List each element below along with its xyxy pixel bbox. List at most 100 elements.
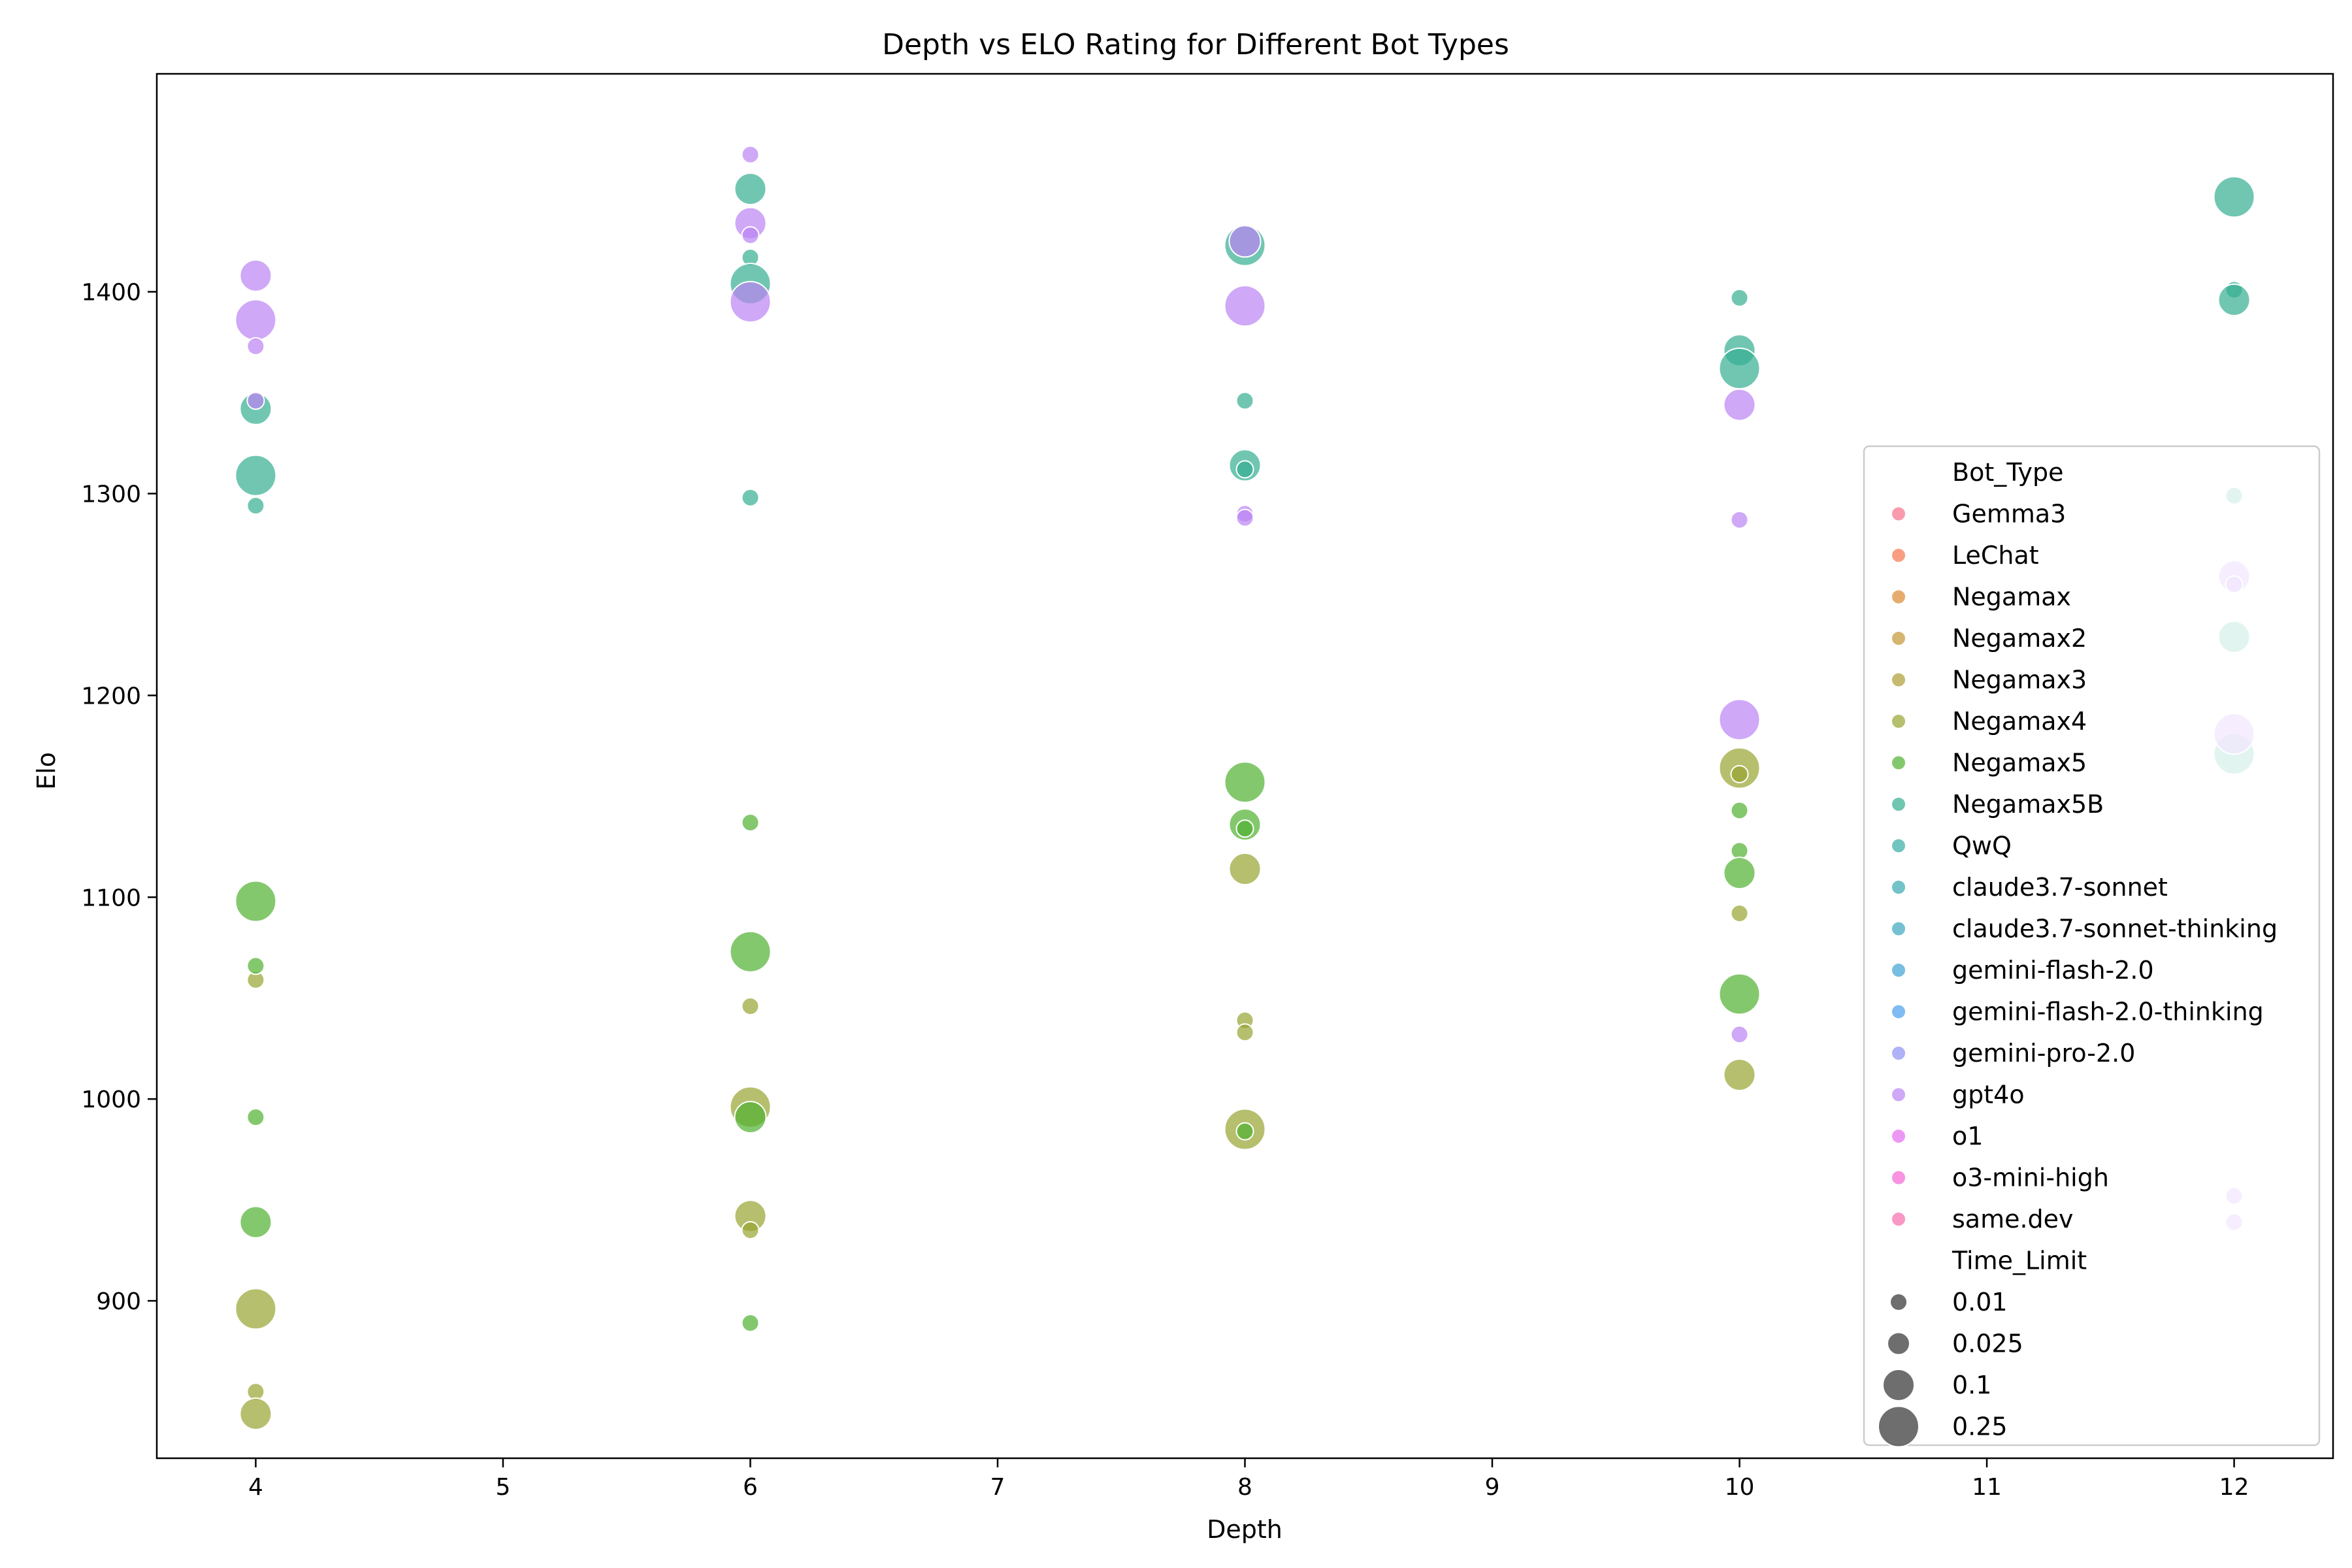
point-negamax4 — [235, 1288, 277, 1330]
point-negamax5 — [1723, 857, 1756, 890]
point-gpt4o — [1730, 1025, 1749, 1044]
legend-label-claude3-7-sonnet-thinking: claude3.7-sonnet-thinking — [1952, 915, 2278, 943]
legend-label-gemini-pro-2-0: gemini-pro-2.0 — [1952, 1039, 2135, 1068]
legend-label-gemini-flash-2-0-thinking: gemini-flash-2.0-thinking — [1952, 998, 2264, 1026]
x-axis-label: Depth — [1207, 1515, 1282, 1544]
x-axis: 4 5 6 7 8 9 10 11 12 — [248, 1458, 2249, 1501]
legend-label-negamax5: Negamax5 — [1952, 749, 2087, 777]
point-negamax4 — [239, 1397, 272, 1430]
point-gpt4o — [741, 145, 760, 164]
y-tick-label: 1100 — [81, 885, 141, 911]
legend-marker-qwq — [1891, 838, 1906, 854]
point-negamax5b — [1235, 391, 1254, 410]
point-negamax5 — [1730, 801, 1749, 820]
legend-size-marker — [1887, 1331, 1910, 1356]
x-tick-label: 10 — [1725, 1474, 1755, 1501]
legend-label-negamax5b: Negamax5B — [1952, 790, 2104, 819]
legend-label-negamax4: Negamax4 — [1952, 707, 2087, 736]
point-gpt4o — [235, 299, 277, 341]
legend-marker-gpt4o — [1891, 1086, 1906, 1103]
legend-label-gpt4o: gpt4o — [1952, 1081, 2025, 1109]
legend-marker-o3-mini-high — [1891, 1169, 1906, 1186]
x-tick-label: 11 — [1972, 1474, 2002, 1501]
legend-marker-negamax2 — [1891, 630, 1906, 646]
legend-size-label: 0.1 — [1952, 1371, 1991, 1399]
legend-box — [1863, 445, 2321, 1446]
legend-marker-gemini-flash-2-0 — [1891, 962, 1906, 978]
point-negamax5b — [2213, 176, 2255, 218]
legend-marker-gemini-pro-2-0 — [1891, 1045, 1906, 1061]
x-tick-label: 12 — [2219, 1474, 2249, 1501]
legend-label-negamax: Negamax — [1952, 583, 2071, 612]
point-gpt4o — [741, 226, 760, 245]
point-negamax5b — [235, 454, 277, 497]
point-gpt4o — [1235, 508, 1254, 527]
x-tick-label: 4 — [248, 1474, 263, 1501]
point-negamax5b — [1235, 460, 1254, 479]
x-tick-label: 5 — [495, 1474, 510, 1501]
y-tick-label: 1200 — [81, 683, 141, 710]
legend-size-label: 0.01 — [1952, 1288, 2008, 1316]
point-negamax4 — [1235, 1023, 1254, 1042]
legend-label-o3-mini-high: o3-mini-high — [1952, 1164, 2109, 1192]
chart-title: Depth vs ELO Rating for Different Bot Ty… — [882, 28, 1509, 61]
x-tick-label: 9 — [1485, 1474, 1500, 1501]
point-gpt4o — [1730, 510, 1749, 529]
point-negamax5b — [1730, 288, 1749, 307]
point-negamax4 — [1730, 904, 1749, 923]
point-gpt4o — [1723, 388, 1756, 421]
point-gpt4o — [246, 391, 265, 410]
legend-size-marker — [1882, 1369, 1915, 1401]
y-tick-label: 1000 — [81, 1086, 141, 1113]
point-negamax5b — [741, 488, 760, 507]
legend-label-negamax3: Negamax3 — [1952, 666, 2087, 694]
legend-label-lechat: LeChat — [1952, 541, 2039, 570]
y-tick-label: 1400 — [81, 280, 141, 306]
point-negamax5b — [2217, 284, 2251, 316]
point-negamax5 — [246, 1108, 265, 1126]
point-negamax5 — [239, 1205, 272, 1239]
y-tick-label: 1300 — [81, 481, 141, 508]
point-negamax4 — [1228, 853, 1262, 885]
legend-hue-title: Bot_Type — [1952, 458, 2064, 487]
point-negamax4 — [741, 997, 760, 1016]
legend-label-same-dev: same.dev — [1952, 1205, 2074, 1233]
legend-marker-gemini-flash-2-0-thinking — [1891, 1004, 1906, 1020]
y-tick-label: 900 — [96, 1288, 141, 1315]
legend-marker-negamax5 — [1891, 755, 1906, 771]
legend-label-negamax2: Negamax2 — [1952, 624, 2087, 653]
legend-size-marker — [1878, 1405, 1919, 1448]
legend-marker-same-dev — [1891, 1211, 1906, 1227]
point-negamax5 — [1235, 819, 1254, 838]
point-negamax5 — [1718, 973, 1761, 1015]
point-gpt4o — [1718, 698, 1761, 741]
legend-size-marker — [1889, 1293, 1908, 1311]
point-gpt4o — [1228, 225, 1262, 258]
point-negamax5 — [1235, 1122, 1254, 1141]
point-gpt4o — [239, 259, 272, 292]
point-negamax5 — [1224, 761, 1266, 804]
x-tick-label: 8 — [1237, 1474, 1252, 1501]
legend-label-gemini-flash-2-0: gemini-flash-2.0 — [1952, 956, 2154, 985]
point-negamax5 — [729, 930, 772, 973]
point-negamax5 — [235, 880, 277, 923]
legend-label-qwq: QwQ — [1952, 832, 2012, 860]
legend-marker-negamax4 — [1891, 713, 1906, 729]
y-axis-label: Elo — [32, 752, 61, 790]
point-gpt4o — [1224, 285, 1266, 327]
y-axis: 900 1000 1100 1200 1300 1400 — [81, 280, 157, 1315]
legend-marker-gemma3 — [1891, 506, 1906, 522]
legend-marker-o1 — [1891, 1128, 1906, 1144]
point-negamax5 — [734, 1101, 767, 1134]
point-negamax5 — [246, 956, 265, 975]
legend-marker-claude3-7-sonnet-thinking — [1891, 921, 1906, 937]
legend-label-o1: o1 — [1952, 1122, 1983, 1151]
point-negamax4 — [1730, 764, 1749, 783]
legend-size-title: Time_Limit — [1952, 1247, 2087, 1275]
legend-marker-claude3-7-sonnet — [1891, 879, 1906, 895]
legend-label-gemma3: Gemma3 — [1952, 500, 2066, 529]
point-gpt4o — [246, 337, 265, 355]
point-negamax5b — [246, 497, 265, 515]
point-negamax5b — [1718, 348, 1761, 389]
